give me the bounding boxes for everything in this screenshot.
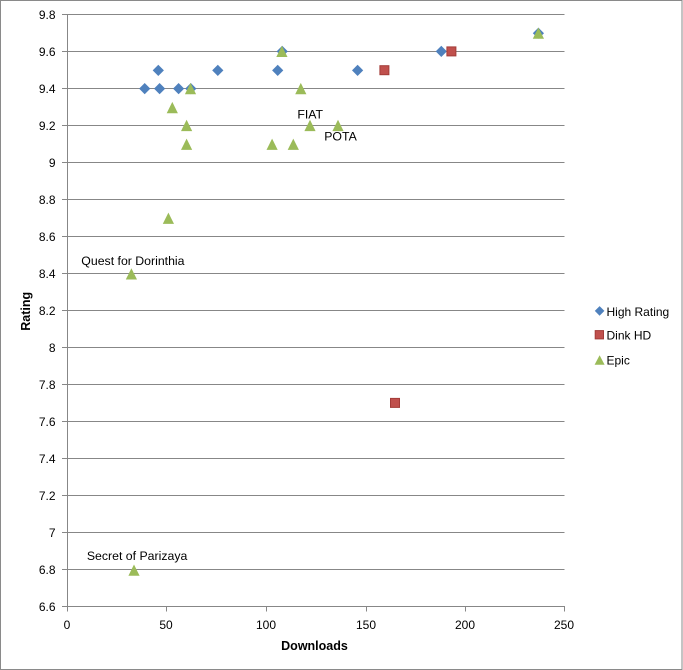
- svg-text:9.4: 9.4: [39, 82, 56, 96]
- svg-text:7.8: 7.8: [39, 378, 56, 392]
- svg-text:POTA: POTA: [324, 130, 357, 144]
- svg-text:8.8: 8.8: [39, 193, 56, 207]
- svg-text:6.6: 6.6: [39, 600, 56, 614]
- svg-text:Secret of Parizaya: Secret of Parizaya: [87, 549, 188, 563]
- svg-text:Dink HD: Dink HD: [607, 329, 652, 343]
- svg-text:7: 7: [49, 526, 56, 540]
- svg-text:100: 100: [256, 618, 276, 632]
- svg-text:7.4: 7.4: [39, 452, 56, 466]
- svg-text:7.6: 7.6: [39, 415, 56, 429]
- svg-text:8.2: 8.2: [39, 304, 56, 318]
- svg-text:Downloads: Downloads: [281, 639, 348, 653]
- svg-text:8.4: 8.4: [39, 267, 56, 281]
- svg-text:High Rating: High Rating: [607, 305, 670, 319]
- svg-text:250: 250: [554, 618, 574, 632]
- svg-text:200: 200: [455, 618, 475, 632]
- svg-text:6.8: 6.8: [39, 563, 56, 577]
- svg-text:9: 9: [49, 156, 56, 170]
- svg-text:9.8: 9.8: [39, 8, 56, 22]
- svg-text:9.2: 9.2: [39, 119, 56, 133]
- svg-text:FIAT: FIAT: [297, 108, 323, 122]
- svg-text:9.6: 9.6: [39, 45, 56, 59]
- svg-text:Quest for Dorinthia: Quest for Dorinthia: [81, 254, 184, 268]
- svg-text:8: 8: [49, 341, 56, 355]
- svg-text:0: 0: [64, 618, 71, 632]
- svg-text:Epic: Epic: [607, 354, 630, 368]
- svg-text:8.6: 8.6: [39, 230, 56, 244]
- svg-text:Rating: Rating: [19, 292, 33, 331]
- svg-text:7.2: 7.2: [39, 489, 56, 503]
- svg-text:50: 50: [159, 618, 173, 632]
- svg-text:150: 150: [356, 618, 376, 632]
